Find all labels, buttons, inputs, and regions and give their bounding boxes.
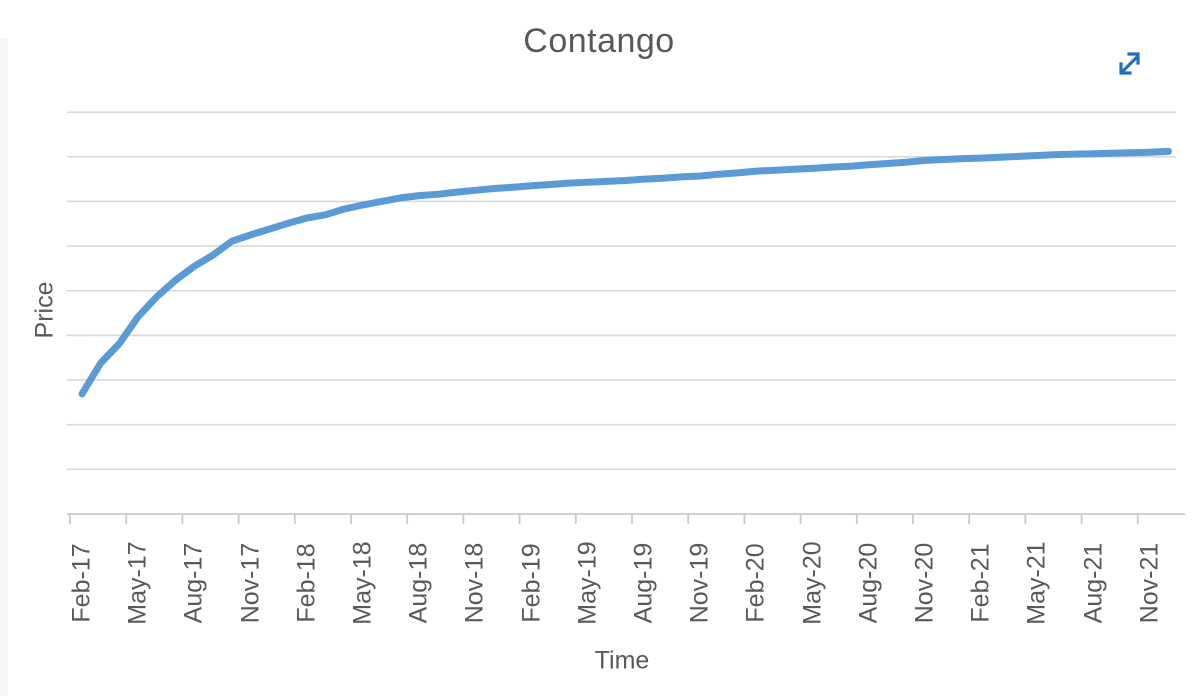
x-axis-title: Time xyxy=(594,646,650,675)
x-tick-label: Aug-20 xyxy=(854,542,883,624)
x-tick-label: Nov-21 xyxy=(1135,542,1164,624)
x-tick-label: Nov-17 xyxy=(236,542,265,624)
x-tick-label: Feb-17 xyxy=(67,543,96,623)
x-tick-label: Nov-19 xyxy=(685,542,714,624)
x-tick-label: Feb-18 xyxy=(292,543,321,623)
page-edge-strip xyxy=(0,38,8,696)
expand-icon[interactable] xyxy=(1113,45,1147,81)
x-tick-label: May-20 xyxy=(798,541,827,625)
x-tick-label: Feb-21 xyxy=(966,543,995,623)
x-tick-label: Nov-20 xyxy=(910,542,939,624)
x-tick-label: Nov-18 xyxy=(460,542,489,624)
x-tick-label: Aug-17 xyxy=(179,542,208,624)
chart-title: Contango xyxy=(523,22,675,60)
x-tick-label: May-17 xyxy=(123,541,152,625)
x-tick-label: Aug-19 xyxy=(629,542,658,624)
x-tick-label: May-19 xyxy=(573,541,602,625)
x-tick-label: Feb-19 xyxy=(517,543,546,623)
x-tick-label: Aug-21 xyxy=(1079,542,1108,624)
x-tick-label: May-21 xyxy=(1022,541,1051,625)
price-line-series xyxy=(78,147,1172,398)
x-tick-label: Aug-18 xyxy=(404,542,433,624)
y-axis-title: Price xyxy=(30,281,59,339)
x-tick-label: May-18 xyxy=(348,541,377,625)
x-tick-label: Feb-20 xyxy=(741,543,770,623)
